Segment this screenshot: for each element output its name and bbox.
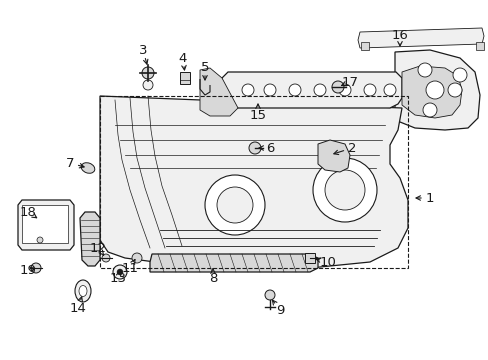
Circle shape (204, 175, 264, 235)
Text: 6: 6 (265, 141, 274, 154)
Text: 11: 11 (121, 261, 138, 274)
Ellipse shape (81, 163, 95, 173)
Circle shape (242, 84, 253, 96)
Circle shape (142, 80, 153, 90)
Ellipse shape (75, 280, 91, 302)
Text: 9: 9 (275, 303, 284, 316)
Circle shape (37, 237, 43, 243)
Bar (475, 42, 483, 50)
Circle shape (117, 269, 123, 275)
Text: 18: 18 (20, 206, 37, 219)
Bar (22, 205, 68, 243)
Circle shape (31, 263, 41, 273)
Bar (305, 253, 314, 263)
Circle shape (422, 103, 436, 117)
Polygon shape (18, 200, 74, 250)
Bar (360, 42, 368, 50)
Text: 4: 4 (179, 51, 187, 64)
Circle shape (113, 265, 127, 279)
Circle shape (264, 290, 274, 300)
Text: 19: 19 (20, 264, 37, 276)
Polygon shape (222, 72, 401, 108)
Polygon shape (80, 212, 100, 266)
Circle shape (132, 253, 142, 263)
Circle shape (363, 84, 375, 96)
Bar (180, 72, 190, 84)
Polygon shape (200, 68, 238, 116)
Circle shape (383, 84, 395, 96)
Text: 15: 15 (249, 108, 266, 122)
Circle shape (452, 68, 466, 82)
Circle shape (248, 142, 261, 154)
Polygon shape (394, 50, 479, 130)
Circle shape (338, 84, 350, 96)
Circle shape (417, 63, 431, 77)
Text: 8: 8 (208, 271, 217, 284)
Text: 5: 5 (201, 60, 209, 73)
Circle shape (313, 84, 325, 96)
Circle shape (288, 84, 301, 96)
Circle shape (447, 83, 461, 97)
Circle shape (325, 170, 364, 210)
Text: 2: 2 (347, 141, 356, 154)
Text: 1: 1 (425, 192, 433, 204)
Circle shape (264, 84, 275, 96)
Text: 17: 17 (341, 76, 358, 89)
Text: 12: 12 (89, 242, 106, 255)
Bar (100, 96, 407, 268)
Text: 16: 16 (391, 28, 407, 41)
Text: 13: 13 (109, 271, 126, 284)
Circle shape (102, 254, 110, 262)
Polygon shape (317, 140, 349, 172)
Circle shape (217, 187, 252, 223)
Text: 7: 7 (65, 157, 74, 170)
Circle shape (425, 81, 443, 99)
Text: 3: 3 (139, 44, 147, 57)
Polygon shape (100, 96, 407, 268)
Circle shape (331, 81, 343, 93)
Ellipse shape (79, 285, 87, 297)
Polygon shape (150, 254, 317, 272)
Circle shape (312, 158, 376, 222)
Polygon shape (401, 66, 461, 118)
Text: 10: 10 (319, 256, 336, 269)
Circle shape (142, 67, 154, 79)
Polygon shape (357, 28, 483, 48)
Text: 14: 14 (69, 302, 86, 315)
